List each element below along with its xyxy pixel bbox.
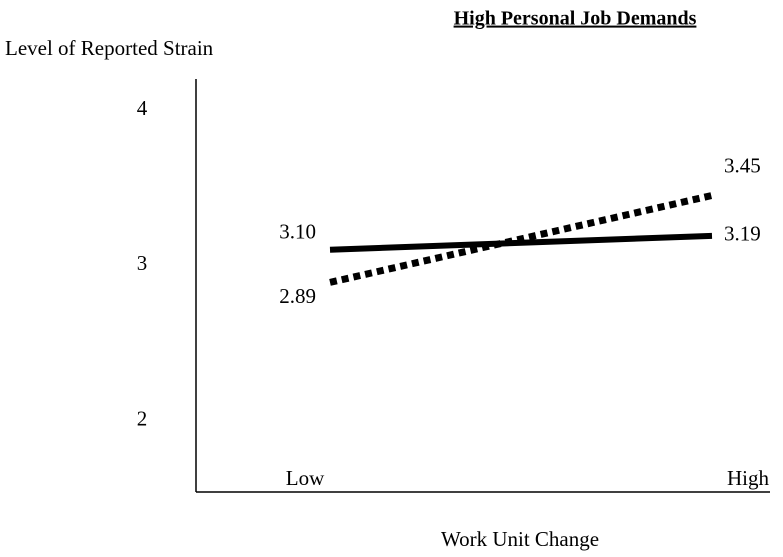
data-label: 3.45	[724, 153, 761, 177]
y-tick-label: 2	[137, 406, 148, 430]
y-tick-label: 3	[137, 251, 148, 275]
data-label: 2.89	[279, 284, 316, 308]
y-axis-label: Level of Reported Strain	[5, 36, 214, 60]
line-series	[329, 232, 713, 253]
x-tick-label: Low	[286, 466, 325, 490]
line-series	[329, 192, 713, 286]
data-label: 3.10	[279, 220, 316, 244]
data-label: 3.19	[724, 222, 761, 246]
x-axis-label: Work Unit Change	[441, 527, 599, 551]
chart-title: High Personal Job Demands	[454, 8, 697, 30]
x-tick-label: High	[727, 466, 770, 490]
y-tick-label: 4	[137, 96, 148, 120]
